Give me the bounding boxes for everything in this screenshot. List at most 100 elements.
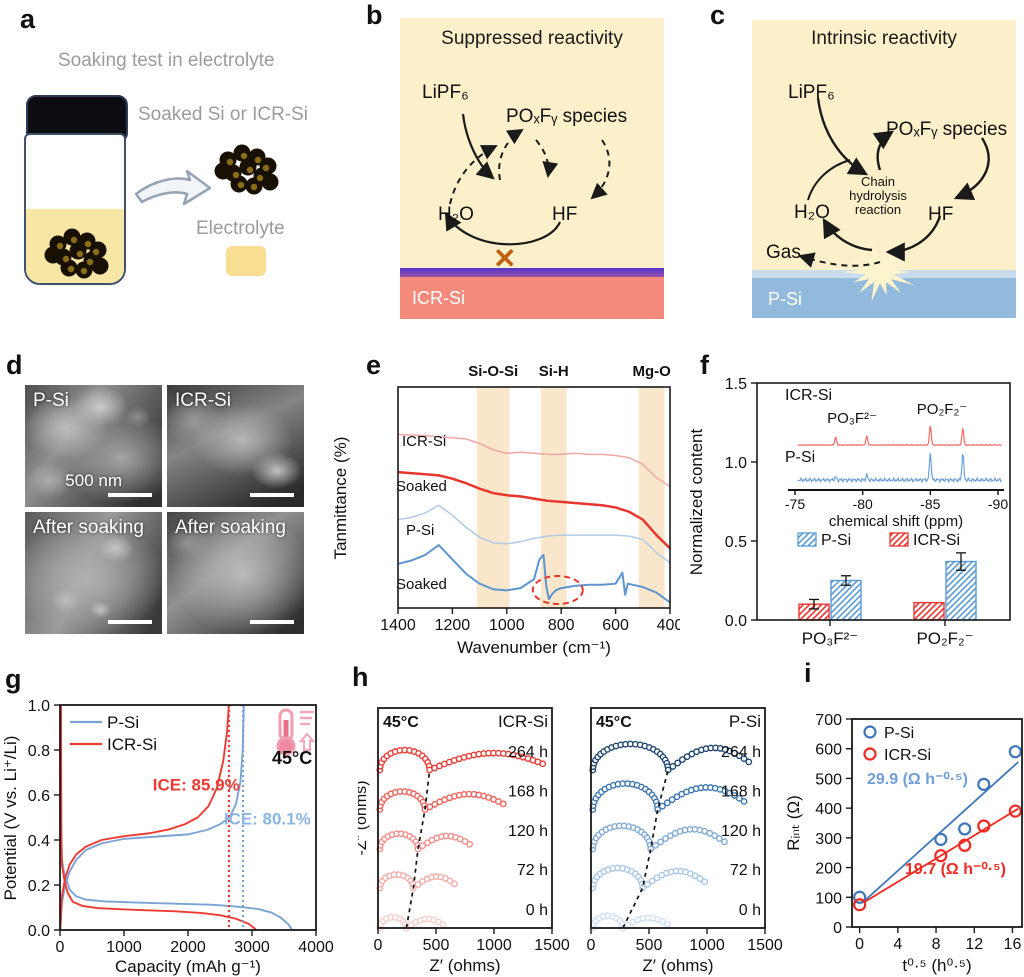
svg-text:4000: 4000 <box>298 939 334 956</box>
panel-letter-g: g <box>5 664 22 694</box>
svg-text:P-Si: P-Si <box>406 522 434 539</box>
panel-letter-e: e <box>366 350 382 380</box>
svg-text:3000: 3000 <box>234 939 270 956</box>
svg-text:P-Si: P-Si <box>785 449 815 466</box>
icr-si-substrate <box>400 277 664 319</box>
sem-label: After soaking <box>33 517 144 538</box>
nyquist-chart-icr-si: 0 h 72 h 120 h 168 h 264 h 0 500 1000 1500 Z′ (oh… <box>358 707 570 975</box>
svg-text:Mg-O: Mg-O <box>632 363 671 380</box>
svg-text:P-Si: P-Si <box>729 712 761 731</box>
svg-text:t⁰·⁵ (h⁰·⁵): t⁰·⁵ (h⁰·⁵) <box>902 956 971 975</box>
svg-text:PO₂F₂⁻: PO₂F₂⁻ <box>917 401 967 418</box>
coating-layer <box>400 268 664 277</box>
svg-text:45°C: 45°C <box>272 748 312 768</box>
svg-text:Z′ (ohms): Z′ (ohms) <box>429 956 500 975</box>
svg-text:0: 0 <box>833 920 842 937</box>
svg-text:0 h: 0 h <box>526 902 548 919</box>
scheme-title: Intrinsic reactivity <box>811 28 957 49</box>
svg-text:29.9 (Ω h⁻⁰·⁵): 29.9 (Ω h⁻⁰·⁵) <box>867 771 968 788</box>
p-si-substrate-label: P-Si <box>768 289 802 309</box>
svg-text:0: 0 <box>56 939 65 956</box>
svg-text:-75: -75 <box>785 496 805 512</box>
svg-text:16: 16 <box>1004 936 1022 953</box>
hf-label: HF <box>552 204 577 225</box>
svg-text:1000: 1000 <box>476 937 512 954</box>
svg-text:12: 12 <box>965 936 983 953</box>
scalebar <box>108 620 152 624</box>
transfer-arrow-icon <box>134 169 212 206</box>
svg-text:0: 0 <box>855 936 864 953</box>
voltage-profile-chart: 0 1000 2000 3000 4000 0.0 0.2 0.4 0.6 0.8 1.0 Capac… <box>1 698 334 976</box>
lipf6-label: LiPF₆ <box>422 82 469 103</box>
svg-text:ICR-Si: ICR-Si <box>107 735 157 754</box>
svg-text:ICR-Si: ICR-Si <box>402 433 446 450</box>
svg-text:500: 500 <box>423 937 450 954</box>
svg-text:1000: 1000 <box>106 939 142 956</box>
resistance-growth-chart: 0 4 8 12 16 0 100 200 300 400 500 600 700 t⁰·⁵ (h⁰·⁵)… <box>785 712 1023 975</box>
icr-si-substrate-label: ICR-Si <box>412 288 465 308</box>
svg-text:Tanmittance (%): Tanmittance (%) <box>331 437 350 560</box>
svg-text:2000: 2000 <box>170 939 206 956</box>
svg-text:72 h: 72 h <box>730 862 761 879</box>
svg-text:Normalized content: Normalized content <box>687 428 706 575</box>
svg-text:0.6: 0.6 <box>28 788 50 805</box>
svg-text:PO₃F²⁻: PO₃F²⁻ <box>827 410 877 427</box>
svg-text:-90: -90 <box>988 496 1008 512</box>
svg-text:0.0: 0.0 <box>28 923 50 940</box>
svg-text:ICE: 80.1%: ICE: 80.1% <box>224 809 311 828</box>
scalebar <box>250 493 294 497</box>
scalebar <box>250 620 294 624</box>
panel-letter-i: i <box>804 658 812 688</box>
svg-text:19.7 (Ω h⁻⁰·⁵): 19.7 (Ω h⁻⁰·⁵) <box>905 861 1006 878</box>
svg-text:Soaked: Soaked <box>396 478 447 495</box>
svg-text:1200: 1200 <box>435 617 471 634</box>
h2o-label: H₂O <box>438 204 474 225</box>
svg-text:Z′ (ohms): Z′ (ohms) <box>642 956 713 975</box>
svg-text:0.2: 0.2 <box>28 878 50 895</box>
sem-image-p-si-after-soaking: After soaking <box>25 512 162 634</box>
svg-text:500: 500 <box>636 937 663 954</box>
svg-text:P-Si: P-Si <box>107 713 139 732</box>
svg-text:P-Si: P-Si <box>821 532 851 549</box>
chain-reaction-label-1: Chain <box>861 174 895 189</box>
poxfy-label: POₓFᵧ species <box>886 119 1007 140</box>
svg-text:1.0: 1.0 <box>28 698 50 715</box>
si-cluster-icon <box>214 144 279 195</box>
phosphorus-content-chart: PO₃F²⁻ PO₂F₂⁻ 0.0 0.5 1.0 1.5 Normalized conte… <box>687 376 1011 648</box>
panel-letter-b: b <box>366 0 383 30</box>
svg-text:-85: -85 <box>920 496 940 512</box>
panel-letter-h: h <box>352 662 369 692</box>
h2o-label: H₂O <box>794 202 830 223</box>
hf-label: HF <box>928 204 953 225</box>
soaking-test-title: Soaking test in electrolyte <box>58 50 275 71</box>
svg-text:168 h: 168 h <box>721 784 761 801</box>
svg-text:0: 0 <box>587 937 596 954</box>
chain-reaction-label-3: reaction <box>855 202 901 217</box>
svg-text:ICR-Si: ICR-Si <box>498 712 548 731</box>
svg-text:ICR-Si: ICR-Si <box>884 747 931 764</box>
svg-text:1400: 1400 <box>380 617 416 634</box>
svg-text:Si-O-Si: Si-O-Si <box>468 363 518 380</box>
svg-text:168 h: 168 h <box>508 784 548 801</box>
svg-text:-Z″ (ohms): -Z″ (ohms) <box>358 781 370 856</box>
svg-text:0.8: 0.8 <box>28 743 50 760</box>
svg-text:1.0: 1.0 <box>725 455 747 472</box>
svg-text:0.4: 0.4 <box>28 833 50 850</box>
svg-text:0: 0 <box>374 937 383 954</box>
svg-text:PO₂F₂⁻: PO₂F₂⁻ <box>916 629 973 648</box>
svg-text:264 h: 264 h <box>508 744 548 761</box>
svg-text:P-Si: P-Si <box>884 725 914 742</box>
svg-text:1000: 1000 <box>489 617 525 634</box>
blocked-reaction-icon: ✕ <box>493 243 516 274</box>
suppressed-reactivity-scheme: Suppressed reactivity LiPF₆ POₓFᵧ specie… <box>400 18 664 319</box>
sem-label: ICR-Si <box>175 390 231 411</box>
svg-text:400: 400 <box>657 617 680 634</box>
svg-text:Si-H: Si-H <box>539 363 569 380</box>
svg-text:120 h: 120 h <box>721 823 761 840</box>
svg-text:45°C: 45°C <box>596 714 632 731</box>
electrolyte-swatch <box>226 246 266 276</box>
svg-text:4: 4 <box>893 936 902 953</box>
chain-reaction-label-2: hydrolysis <box>849 188 907 203</box>
poxfy-label: POₓFᵧ species <box>506 106 627 127</box>
